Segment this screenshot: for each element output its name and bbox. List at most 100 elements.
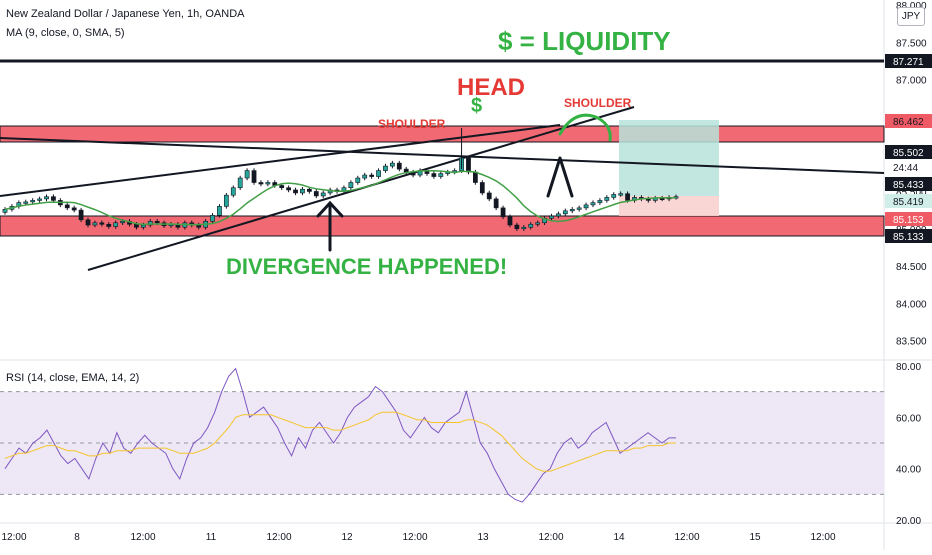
candle-body (507, 216, 513, 226)
candle-body (604, 197, 610, 201)
candle-body (230, 187, 236, 196)
candle-body (217, 206, 222, 216)
ma-line (4, 169, 677, 226)
candle-body (535, 222, 541, 225)
price-tag-label: 86.462 (893, 117, 924, 128)
demand-zone (0, 215, 885, 237)
candle-body (500, 207, 506, 218)
candle-body (466, 157, 471, 173)
price-tag-bg (885, 145, 932, 159)
candle-body (514, 224, 520, 230)
price-tick-label: 87.500 (896, 38, 927, 49)
time-tick-label: 8 (74, 532, 80, 543)
time-tick-label: 12:00 (1, 532, 26, 543)
candle-body (528, 223, 534, 228)
candle-body (362, 174, 368, 179)
rsi-ema-line (4, 411, 676, 472)
candle-body (147, 220, 153, 226)
price-tick-label: 83.500 (896, 337, 927, 348)
price-tag-bg (885, 229, 932, 243)
price-tag-bg (885, 114, 932, 128)
time-tick-label: 12:00 (130, 532, 155, 543)
currency-badge[interactable]: JPY (897, 7, 925, 26)
candle-body (569, 209, 575, 212)
candle-body (521, 226, 527, 230)
candle-body (300, 188, 305, 194)
price-tick-label: 84.500 (896, 262, 927, 273)
price-tick-label: 87.000 (896, 76, 927, 87)
price-tag-label: 85.433 (893, 180, 924, 191)
candle-body (99, 222, 105, 225)
price-tag-bg (885, 160, 932, 174)
candle-body (576, 207, 582, 210)
left-shoulder-label: SHOULDER (378, 117, 446, 131)
candle-body (37, 198, 42, 201)
candle-body (590, 202, 596, 206)
candle-body (258, 182, 264, 185)
time-tick-label: 12:00 (810, 532, 835, 543)
candle-body (140, 224, 146, 228)
ma-indicator-label: MA (9, close, 0, SMA, 5) (6, 27, 125, 39)
candle-body (431, 173, 437, 177)
time-tick-label: 15 (749, 532, 761, 543)
price-tick-label: 84.000 (896, 299, 927, 310)
candle-body (113, 222, 119, 227)
price-tag-label: 85.133 (893, 232, 924, 243)
rsi-tick-label: 40.00 (896, 465, 921, 476)
rsi-line (4, 367, 676, 503)
candle-body (549, 215, 554, 219)
candle-body (438, 173, 444, 177)
price-tag-label: 85.502 (893, 148, 924, 159)
candle-body (23, 201, 29, 204)
rsi-tick-label: 60.00 (896, 413, 921, 424)
candle-body (44, 196, 49, 200)
candle-body (611, 194, 617, 198)
price-tag-bg (885, 194, 932, 208)
price-tag-bg (885, 54, 932, 68)
rsi-tick-label: 80.00 (896, 362, 921, 373)
candle-body (313, 191, 319, 197)
candle-body (134, 223, 139, 228)
candle-body (403, 168, 409, 173)
candle-body (78, 209, 84, 221)
candle-body (396, 162, 402, 170)
up-caret-arrow (546, 156, 574, 198)
time-tick-label: 12:00 (266, 532, 291, 543)
candle-body (237, 177, 243, 189)
candle-body (486, 192, 492, 200)
take-profit-box (619, 120, 719, 196)
price-tag-label: 24:44 (893, 163, 918, 174)
time-tick-label: 14 (613, 532, 625, 543)
candle-body (120, 220, 125, 224)
candle-body (390, 162, 395, 167)
candle-body (479, 182, 485, 194)
liquidity-note: $ = LIQUIDITY (498, 26, 671, 56)
shoulder-arc (558, 113, 612, 142)
head-label: HEAD (457, 74, 525, 101)
candle-body (320, 192, 326, 197)
time-tick-label: 12 (341, 532, 353, 543)
candle-body (597, 200, 603, 203)
rsi-indicator-label: RSI (14, close, EMA, 14, 2) (6, 372, 140, 384)
divergence-arrow (316, 200, 344, 252)
time-tick-label: 12:00 (538, 532, 563, 543)
candle-body (154, 220, 160, 224)
candle-body (583, 204, 589, 209)
price-tick-label: 85.500 (896, 187, 927, 198)
candle-body (223, 194, 229, 207)
rsi-tick-label: 20.00 (896, 516, 921, 527)
candle-body (210, 215, 215, 222)
right-shoulder-label: SHOULDER (564, 96, 632, 110)
time-tick-label: 12:00 (674, 532, 699, 543)
neckline (0, 137, 885, 174)
price-tick-label: 88.000 (896, 1, 927, 12)
price-tag-bg (885, 177, 932, 191)
price-tag-label: 87.271 (893, 57, 924, 68)
candle-body (85, 219, 91, 226)
candle-body (251, 170, 257, 183)
candle-body (265, 182, 271, 185)
candle-body (369, 174, 375, 177)
candle-body (493, 198, 499, 209)
